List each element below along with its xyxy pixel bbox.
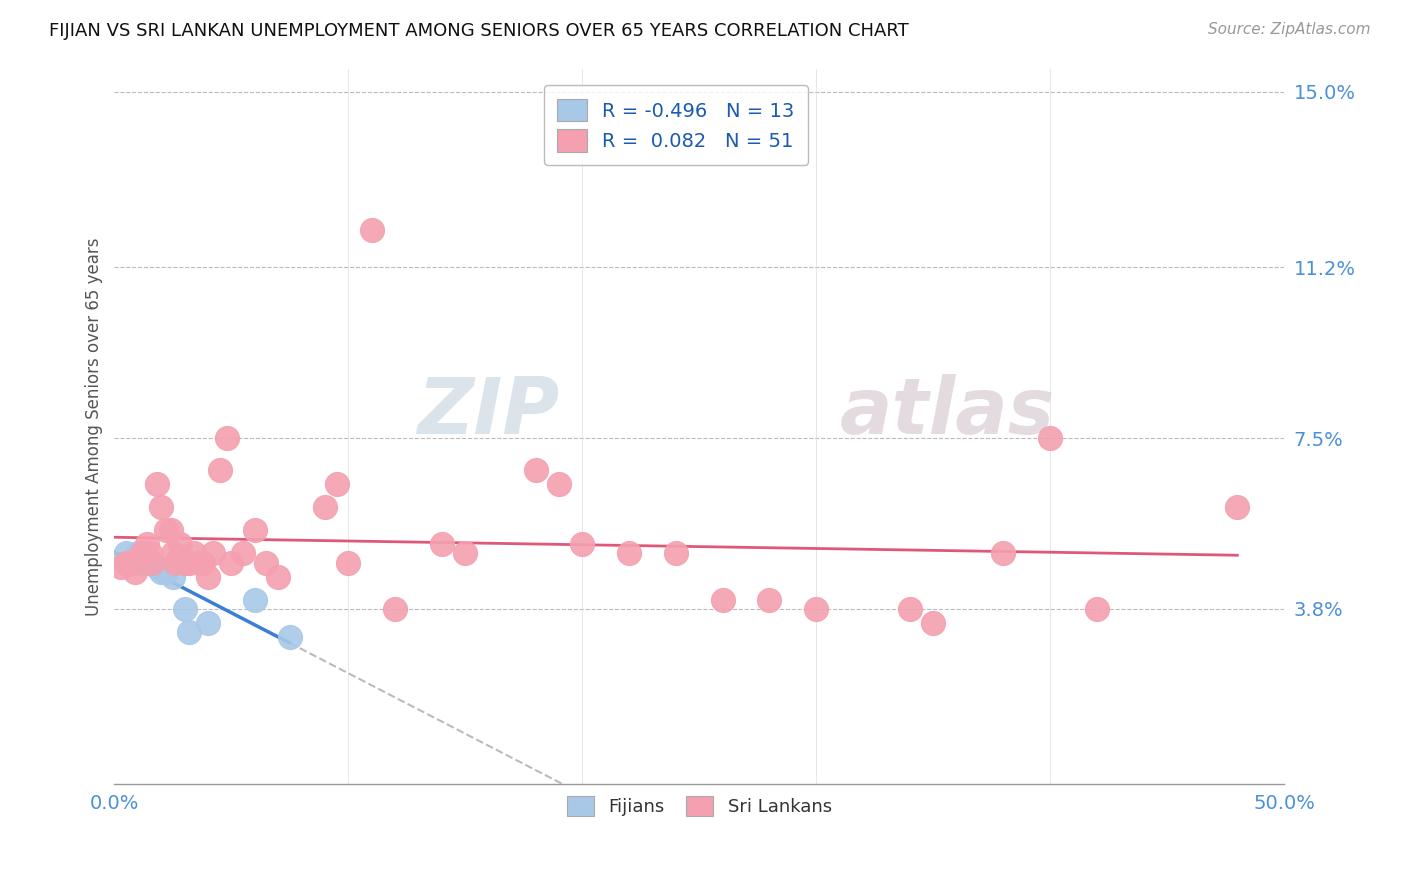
Point bbox=[179, 625, 201, 640]
Point bbox=[665, 547, 688, 561]
Point bbox=[524, 463, 547, 477]
Point bbox=[243, 524, 266, 538]
Point bbox=[243, 592, 266, 607]
Point bbox=[127, 551, 149, 566]
Point bbox=[120, 556, 142, 570]
Point bbox=[384, 602, 406, 616]
Point bbox=[922, 615, 945, 630]
Point bbox=[221, 556, 243, 570]
Point bbox=[201, 547, 224, 561]
Point bbox=[758, 592, 780, 607]
Point bbox=[145, 477, 167, 491]
Point bbox=[162, 569, 184, 583]
Point bbox=[337, 556, 360, 570]
Point bbox=[454, 547, 477, 561]
Text: FIJIAN VS SRI LANKAN UNEMPLOYMENT AMONG SENIORS OVER 65 YEARS CORRELATION CHART: FIJIAN VS SRI LANKAN UNEMPLOYMENT AMONG … bbox=[49, 22, 908, 40]
Point bbox=[1085, 602, 1108, 616]
Point bbox=[131, 556, 153, 570]
Text: atlas: atlas bbox=[839, 374, 1054, 450]
Point bbox=[197, 615, 219, 630]
Point bbox=[617, 547, 640, 561]
Point bbox=[173, 602, 195, 616]
Text: ZIP: ZIP bbox=[416, 374, 560, 450]
Point bbox=[110, 560, 132, 574]
Point bbox=[360, 223, 382, 237]
Point bbox=[548, 477, 571, 491]
Point bbox=[571, 537, 593, 551]
Point bbox=[131, 547, 153, 561]
Point bbox=[173, 556, 195, 570]
Point bbox=[145, 560, 167, 574]
Point bbox=[155, 524, 177, 538]
Point bbox=[127, 547, 149, 561]
Point bbox=[159, 524, 181, 538]
Point bbox=[124, 565, 146, 579]
Point bbox=[430, 537, 453, 551]
Text: Source: ZipAtlas.com: Source: ZipAtlas.com bbox=[1208, 22, 1371, 37]
Point bbox=[165, 556, 187, 570]
Point bbox=[267, 569, 290, 583]
Point bbox=[150, 500, 173, 515]
Point bbox=[1039, 431, 1062, 445]
Point bbox=[314, 500, 336, 515]
Point bbox=[138, 547, 160, 561]
Point bbox=[162, 547, 184, 561]
Point bbox=[806, 602, 828, 616]
Point bbox=[278, 630, 301, 644]
Point bbox=[197, 569, 219, 583]
Point bbox=[179, 556, 201, 570]
Point bbox=[193, 556, 215, 570]
Point bbox=[898, 602, 921, 616]
Point bbox=[711, 592, 734, 607]
Point bbox=[115, 556, 138, 570]
Point bbox=[155, 565, 177, 579]
Point bbox=[993, 547, 1015, 561]
Point bbox=[136, 537, 159, 551]
Point bbox=[169, 537, 191, 551]
Point bbox=[232, 547, 254, 561]
Point bbox=[115, 547, 138, 561]
Point bbox=[138, 556, 160, 570]
Y-axis label: Unemployment Among Seniors over 65 years: Unemployment Among Seniors over 65 years bbox=[86, 237, 103, 615]
Point bbox=[150, 565, 173, 579]
Point bbox=[1226, 500, 1249, 515]
Point bbox=[208, 463, 231, 477]
Point bbox=[256, 556, 278, 570]
Point bbox=[325, 477, 347, 491]
Point bbox=[187, 556, 209, 570]
Point bbox=[183, 547, 205, 561]
Point bbox=[215, 431, 238, 445]
Point bbox=[141, 556, 163, 570]
Legend: Fijians, Sri Lankans: Fijians, Sri Lankans bbox=[558, 787, 841, 825]
